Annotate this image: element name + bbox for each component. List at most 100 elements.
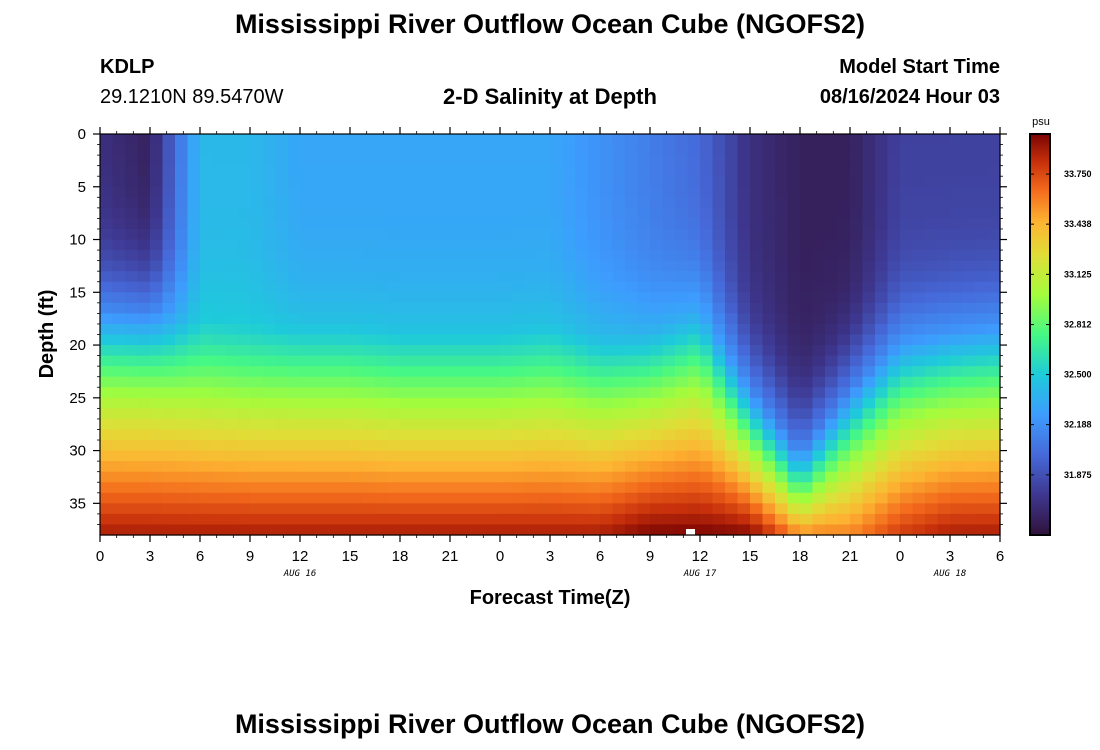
heatmap-cell xyxy=(387,450,401,462)
heatmap-cell xyxy=(225,144,239,156)
heatmap-cell xyxy=(912,397,926,409)
heatmap-cell xyxy=(450,355,464,367)
heatmap-cell xyxy=(887,429,901,441)
heatmap-cell xyxy=(200,450,214,462)
heatmap-cell xyxy=(125,207,139,220)
heatmap-cell xyxy=(112,397,126,409)
heatmap-cell xyxy=(150,155,164,167)
heatmap-cell xyxy=(525,271,539,283)
heatmap-cell xyxy=(250,503,264,515)
heatmap-cell xyxy=(200,302,214,314)
heatmap-cell xyxy=(300,260,314,272)
heatmap-cell xyxy=(837,250,851,262)
heatmap-cell xyxy=(175,429,189,441)
heatmap-cell xyxy=(175,482,189,494)
heatmap-cell xyxy=(125,281,139,293)
heatmap-cell xyxy=(700,397,714,409)
heatmap-cell xyxy=(500,429,514,441)
heatmap-cell xyxy=(525,218,539,230)
heatmap-cell xyxy=(362,218,376,230)
heatmap-cell xyxy=(900,503,914,515)
y-tick-label: 35 xyxy=(69,495,86,512)
heatmap-cell xyxy=(775,345,789,357)
heatmap-cell xyxy=(250,271,264,283)
heatmap-cell xyxy=(212,323,226,336)
heatmap-cell xyxy=(537,281,551,293)
heatmap-cell xyxy=(950,461,964,473)
heatmap-cell xyxy=(175,250,189,262)
heatmap-cell xyxy=(687,260,701,272)
y-axis-label: Depth (ft) xyxy=(36,290,58,379)
heatmap-cell xyxy=(200,155,214,167)
heatmap-cell xyxy=(550,228,564,241)
heatmap-cell xyxy=(575,334,589,346)
heatmap-cell xyxy=(950,313,964,325)
heatmap-cell xyxy=(525,186,539,198)
heatmap-cell xyxy=(950,155,964,167)
heatmap-cell xyxy=(937,197,951,209)
heatmap-cell xyxy=(800,250,814,262)
heatmap-cell xyxy=(312,450,326,462)
heatmap-cell xyxy=(487,165,501,177)
heatmap-cell xyxy=(975,207,989,220)
heatmap-cell xyxy=(812,334,826,346)
heatmap-cell xyxy=(975,186,989,198)
heatmap-cell xyxy=(312,271,326,283)
heatmap-cell xyxy=(350,440,364,452)
heatmap-cell xyxy=(300,482,314,494)
heatmap-cell xyxy=(775,155,789,167)
heatmap-cell xyxy=(675,345,689,357)
heatmap-cell xyxy=(225,281,239,293)
heatmap-cell xyxy=(400,471,414,483)
heatmap-cell xyxy=(287,461,301,473)
heatmap-cell xyxy=(412,228,426,241)
heatmap-cell xyxy=(662,461,676,473)
heatmap-cell xyxy=(950,366,964,378)
heatmap-cell xyxy=(675,134,689,146)
heatmap-cell xyxy=(425,155,439,167)
heatmap-cell xyxy=(212,144,226,156)
heatmap-cell xyxy=(225,418,239,431)
heatmap-cell xyxy=(212,450,226,462)
heatmap-cell xyxy=(450,450,464,462)
heatmap-cell xyxy=(862,218,876,230)
heatmap-cell xyxy=(475,397,489,409)
heatmap-cell xyxy=(225,207,239,220)
heatmap-cell xyxy=(187,450,201,462)
heatmap-cell xyxy=(712,408,726,420)
heatmap-cell xyxy=(212,313,226,325)
heatmap-cell xyxy=(825,450,839,462)
heatmap-cell xyxy=(362,207,376,220)
heatmap-cell xyxy=(587,218,601,230)
heatmap-cell xyxy=(925,228,939,241)
heatmap-cell xyxy=(662,376,676,388)
heatmap-cell xyxy=(387,397,401,409)
heatmap-cell xyxy=(937,429,951,441)
heatmap-cell xyxy=(762,429,776,441)
heatmap-cell xyxy=(912,313,926,325)
heatmap-cell xyxy=(887,387,901,399)
heatmap-cell xyxy=(375,144,389,156)
heatmap-cell xyxy=(437,355,451,367)
heatmap-cell xyxy=(212,218,226,230)
heatmap-cell xyxy=(100,345,114,357)
heatmap-cell xyxy=(850,239,864,251)
heatmap-cell xyxy=(437,334,451,346)
heatmap-cell xyxy=(287,408,301,420)
heatmap-cell xyxy=(950,302,964,314)
heatmap-cell xyxy=(400,271,414,283)
heatmap-cell xyxy=(400,218,414,230)
heatmap-cell xyxy=(275,345,289,357)
heatmap-cell xyxy=(775,492,789,504)
heatmap-cell xyxy=(975,144,989,156)
heatmap-cell xyxy=(462,429,476,441)
heatmap-cell xyxy=(850,197,864,209)
heatmap-cell xyxy=(975,418,989,431)
heatmap-cell xyxy=(587,134,601,146)
heatmap-cell xyxy=(487,323,501,336)
heatmap-cell xyxy=(287,450,301,462)
heatmap-cell xyxy=(887,397,901,409)
x-tick-label: 0 xyxy=(496,548,504,565)
heatmap-cell xyxy=(250,366,264,378)
heatmap-cell xyxy=(487,134,501,146)
